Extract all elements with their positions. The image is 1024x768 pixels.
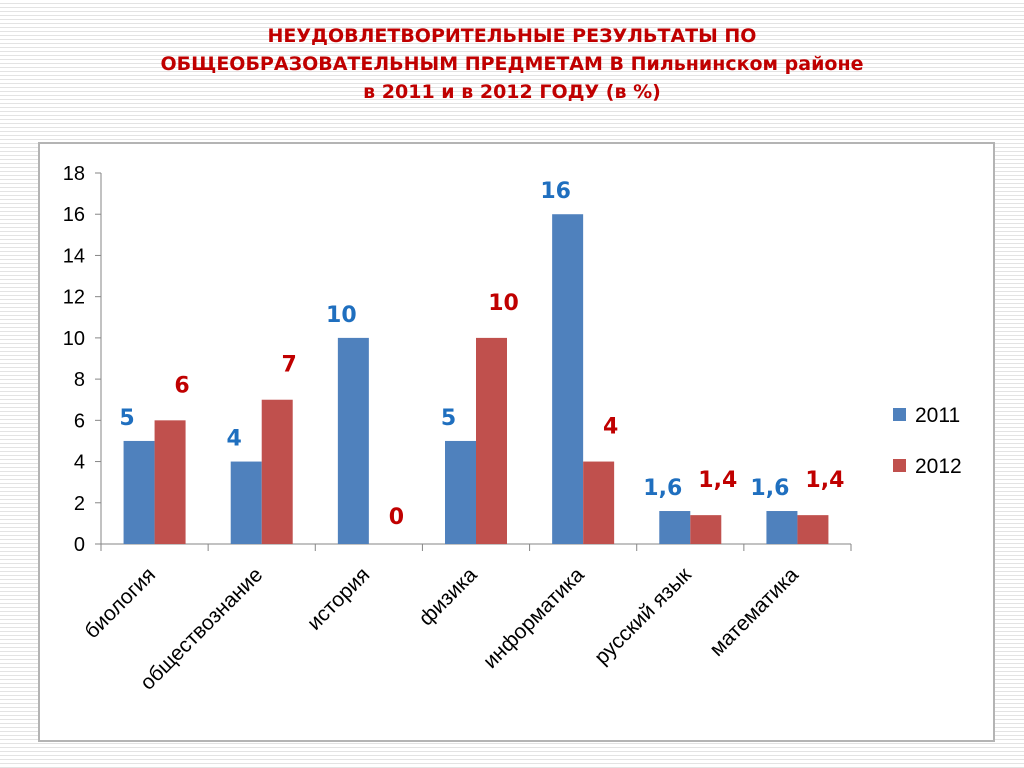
y-tick-label: 16 [63,204,85,226]
y-tick-label: 0 [74,534,85,556]
bar-2012-7 [797,515,829,544]
bar-2011-2 [230,461,262,544]
data-label-2012-6: 1,4 [698,468,737,493]
title-line-1: НЕУДОВЛЕТВОРИТЕЛЬНЫЕ РЕЗУЛЬТАТЫ ПО [267,25,757,47]
category-label: русский язык [590,563,696,669]
data-label-2011-6: 1,6 [643,476,682,501]
category-label: математика [705,563,803,661]
data-label-2012-7: 1,4 [805,468,844,493]
data-label-2011-1: 5 [119,406,134,431]
y-tick-label: 12 [63,287,85,309]
data-label-2012-3: 0 [389,505,404,530]
data-label-2012-2: 7 [282,353,297,378]
bar-2011-7 [766,511,798,544]
bar-2012-4 [476,337,507,544]
data-label-2011-5: 16 [540,179,571,204]
bar-2012-5 [583,461,615,544]
title-line-2: ОБЩЕОБРАЗОВАТЕЛЬНЫМ ПРЕДМЕТАМ В Пильнинс… [160,53,864,75]
y-tick-label: 2 [74,493,85,515]
chart-area [38,142,995,742]
bar-2012-6 [690,515,722,544]
bar-2012-2 [261,399,293,544]
data-label-2011-4: 5 [441,406,456,431]
data-label-2012-4: 10 [488,291,519,316]
y-tick-label: 18 [63,163,85,185]
category-label: информатика [479,563,589,673]
y-tick-label: 4 [74,452,85,474]
category-label: история [303,563,374,634]
data-label-2011-3: 10 [326,303,357,328]
bar-2011-6 [659,511,691,544]
y-tick-label: 10 [63,328,85,350]
chart-title: НЕУДОВЛЕТВОРИТЕЛЬНЫЕ РЕЗУЛЬТАТЫ ПО ОБЩЕО… [0,22,1024,106]
legend-swatch-2011 [893,408,906,421]
category-label: физика [415,563,482,630]
y-tick-label: 6 [74,410,85,432]
y-tick-label: 14 [63,245,85,267]
bar-2012-1 [154,420,186,544]
data-label-2012-1: 6 [174,373,189,398]
legend-label-2012: 2012 [915,455,962,478]
data-label-2011-2: 4 [227,427,242,452]
legend-swatch-2012 [893,459,906,472]
data-label-2011-7: 1,6 [750,476,789,501]
y-tick-label: 8 [74,369,85,391]
category-label: биология [80,563,160,643]
data-label-2012-5: 4 [603,415,618,440]
bar-2011-4 [445,440,476,544]
bar-2011-3 [337,337,369,544]
bar-2011-5 [552,214,584,544]
title-line-3: в 2011 и в 2012 ГОДУ (в %) [363,81,661,103]
bar-2011-1 [123,440,155,544]
legend-label-2011: 2011 [915,404,960,427]
